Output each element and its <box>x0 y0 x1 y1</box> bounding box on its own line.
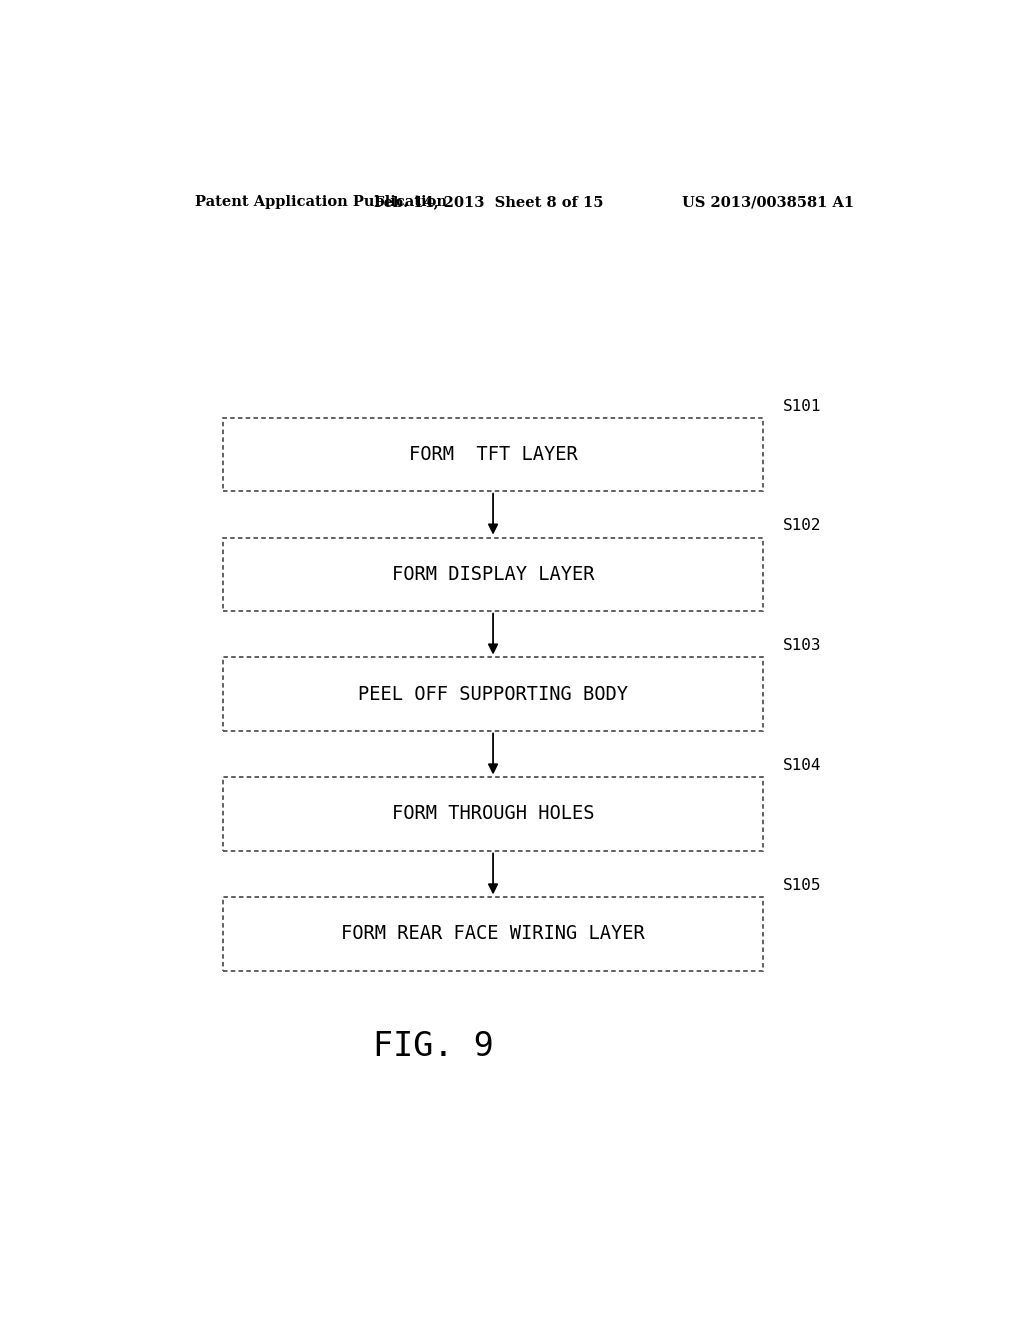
Text: PEEL OFF SUPPORTING BODY: PEEL OFF SUPPORTING BODY <box>358 685 628 704</box>
Text: Feb. 14, 2013  Sheet 8 of 15: Feb. 14, 2013 Sheet 8 of 15 <box>375 195 604 209</box>
Bar <box>223 777 763 850</box>
Text: S105: S105 <box>782 878 821 894</box>
Bar <box>223 417 763 491</box>
Bar <box>223 537 763 611</box>
Text: FIG. 9: FIG. 9 <box>373 1030 494 1063</box>
Bar <box>223 657 763 731</box>
Text: FORM DISPLAY LAYER: FORM DISPLAY LAYER <box>392 565 594 583</box>
Text: S102: S102 <box>782 519 821 533</box>
Bar <box>223 898 763 970</box>
Text: US 2013/0038581 A1: US 2013/0038581 A1 <box>682 195 854 209</box>
Text: Patent Application Publication: Patent Application Publication <box>196 195 447 209</box>
Text: S101: S101 <box>782 399 821 413</box>
Text: S104: S104 <box>782 758 821 774</box>
Text: S103: S103 <box>782 639 821 653</box>
Text: FORM REAR FACE WIRING LAYER: FORM REAR FACE WIRING LAYER <box>341 924 645 944</box>
Text: FORM  TFT LAYER: FORM TFT LAYER <box>409 445 578 463</box>
Text: FORM THROUGH HOLES: FORM THROUGH HOLES <box>392 804 594 824</box>
